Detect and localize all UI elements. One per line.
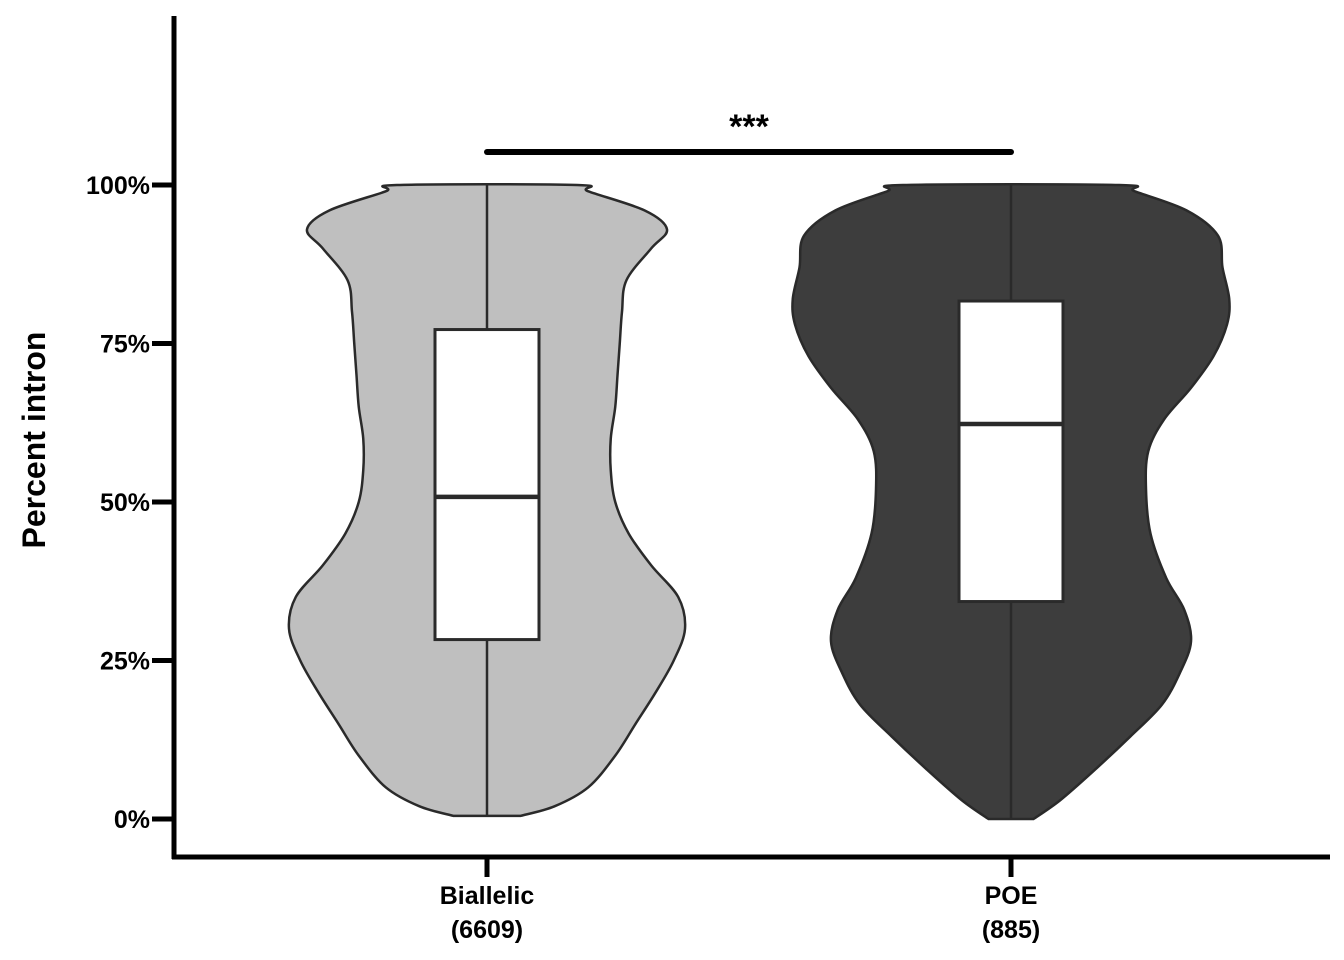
- x-tick-label: POE: [985, 882, 1038, 910]
- iqr-box: [433, 328, 541, 642]
- x-ticks: Biallelic (6609) POE (885): [440, 857, 1040, 944]
- x-tick-label: Biallelic: [440, 882, 535, 910]
- axes: [171, 16, 1330, 860]
- y-tick-label: 75%: [100, 331, 150, 359]
- y-tick-label: 100%: [86, 172, 150, 200]
- x-tick-count: (885): [982, 916, 1040, 944]
- significance-annotation: ***: [484, 108, 1014, 155]
- y-tick-label: 25%: [100, 648, 150, 676]
- x-tick-count: (6609): [451, 916, 523, 944]
- y-tick-label: 50%: [100, 489, 150, 517]
- significance-label: ***: [729, 108, 769, 146]
- y-axis-title: Percent intron: [16, 332, 52, 549]
- y-tick-label: 0%: [114, 806, 150, 834]
- y-ticks: 0% 25% 50% 75% 100%: [86, 172, 174, 834]
- iqr-box: [957, 299, 1065, 604]
- violins-layer: [287, 182, 1231, 821]
